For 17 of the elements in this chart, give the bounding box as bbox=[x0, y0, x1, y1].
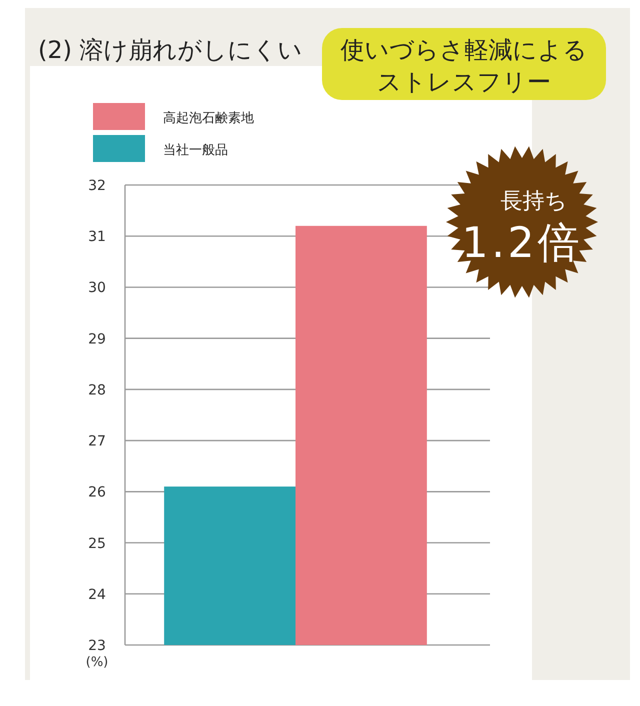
y-tick-label: 30 bbox=[88, 280, 106, 296]
y-tick-label: 32 bbox=[88, 178, 106, 194]
y-tick-label: 23 bbox=[88, 638, 106, 654]
y-tick-label: 29 bbox=[88, 331, 106, 348]
y-tick-label: 26 bbox=[88, 484, 106, 501]
legend-label: 高起泡石鹸素地 bbox=[163, 110, 254, 126]
text: 使いづらさ軽減によるストレスフリー bbox=[340, 36, 588, 96]
legend-label: 当社一般品 bbox=[163, 143, 228, 158]
y-axis-title: (%) bbox=[86, 655, 108, 670]
y-tick-label: 27 bbox=[88, 434, 106, 450]
chart-title: (2) 溶け崩れがしにくい bbox=[38, 36, 303, 64]
annotation: 1.2倍 bbox=[462, 218, 582, 267]
y-tick-label: 28 bbox=[88, 382, 106, 398]
y-tick-label: 24 bbox=[88, 586, 106, 603]
y-tick-label: 25 bbox=[88, 536, 106, 552]
text: 長持ち bbox=[500, 189, 568, 214]
y-tick-label: 31 bbox=[88, 229, 106, 246]
